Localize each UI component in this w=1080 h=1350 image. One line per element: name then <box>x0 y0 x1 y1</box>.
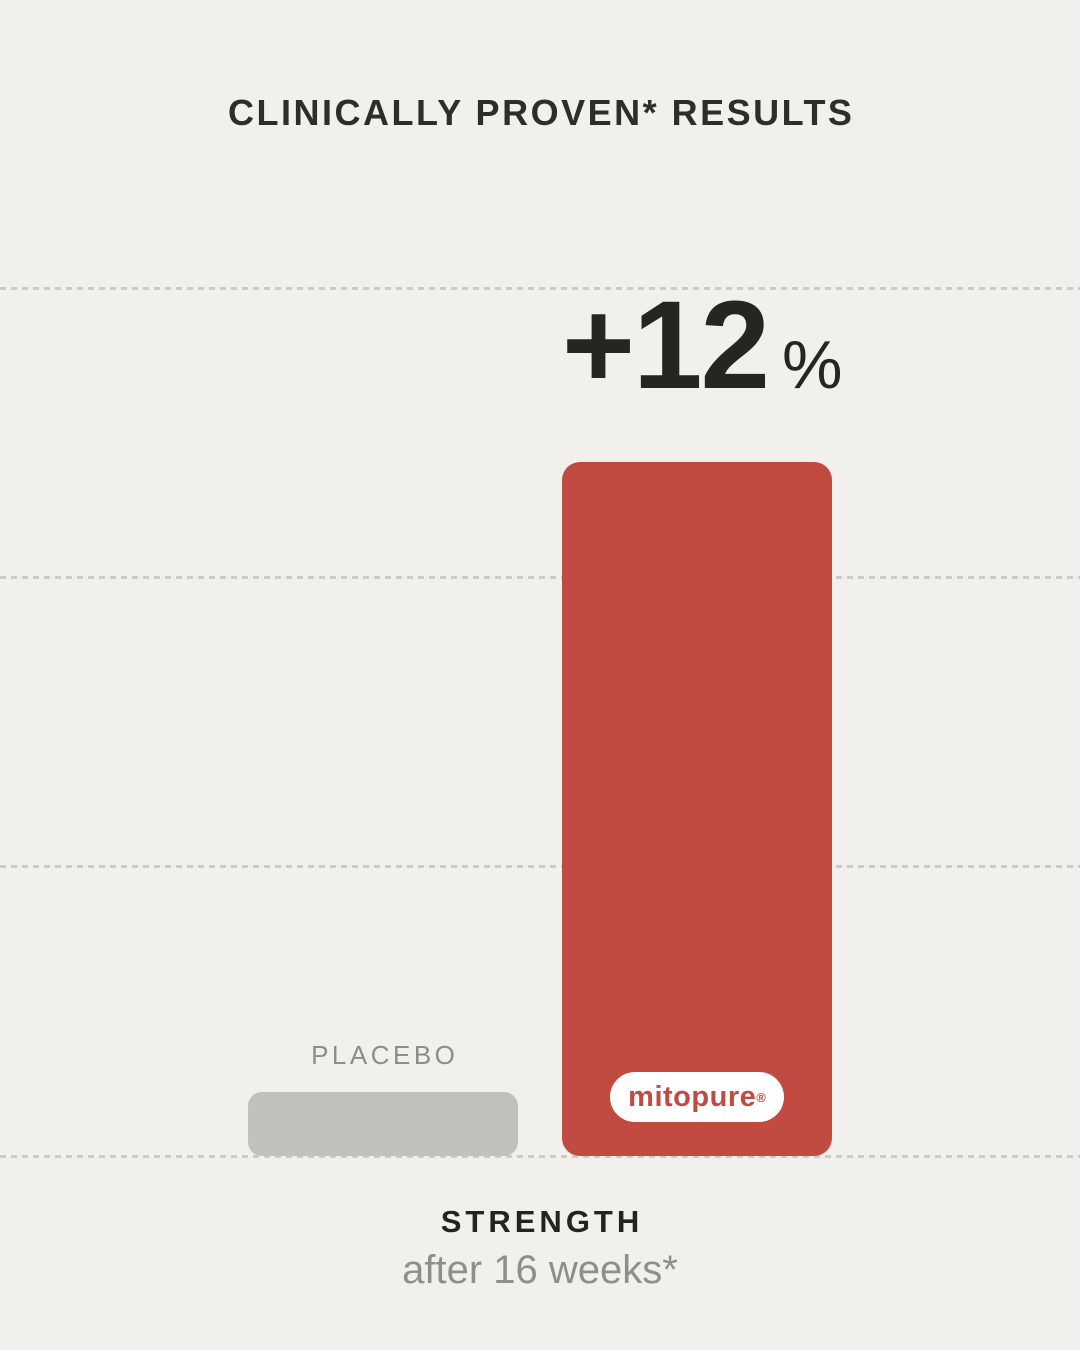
timeframe-label: after 16 weeks* <box>402 1248 678 1292</box>
registered-trademark-icon: ® <box>756 1089 766 1105</box>
mitopure-logo-pill: mitopure ® <box>610 1072 784 1122</box>
placebo-bar-label: PLACEBO <box>311 1040 459 1070</box>
dashed-gridline <box>0 865 1080 869</box>
chart-title: CLINICALLY PROVEN* RESULTS <box>228 92 855 133</box>
mitopure-bar <box>562 462 832 1156</box>
percent-value: +12 <box>562 276 770 415</box>
dashed-gridline <box>0 575 1080 579</box>
placebo-bar <box>248 1092 518 1156</box>
dashed-gridline <box>0 286 1080 290</box>
percent-unit: % <box>782 327 843 403</box>
dashed-gridline <box>0 1154 1080 1158</box>
mitopure-logo: mitopure <box>628 1080 757 1113</box>
mitopure-value-annotation: +12% <box>562 283 843 408</box>
category-label: STRENGTH <box>440 1204 644 1239</box>
